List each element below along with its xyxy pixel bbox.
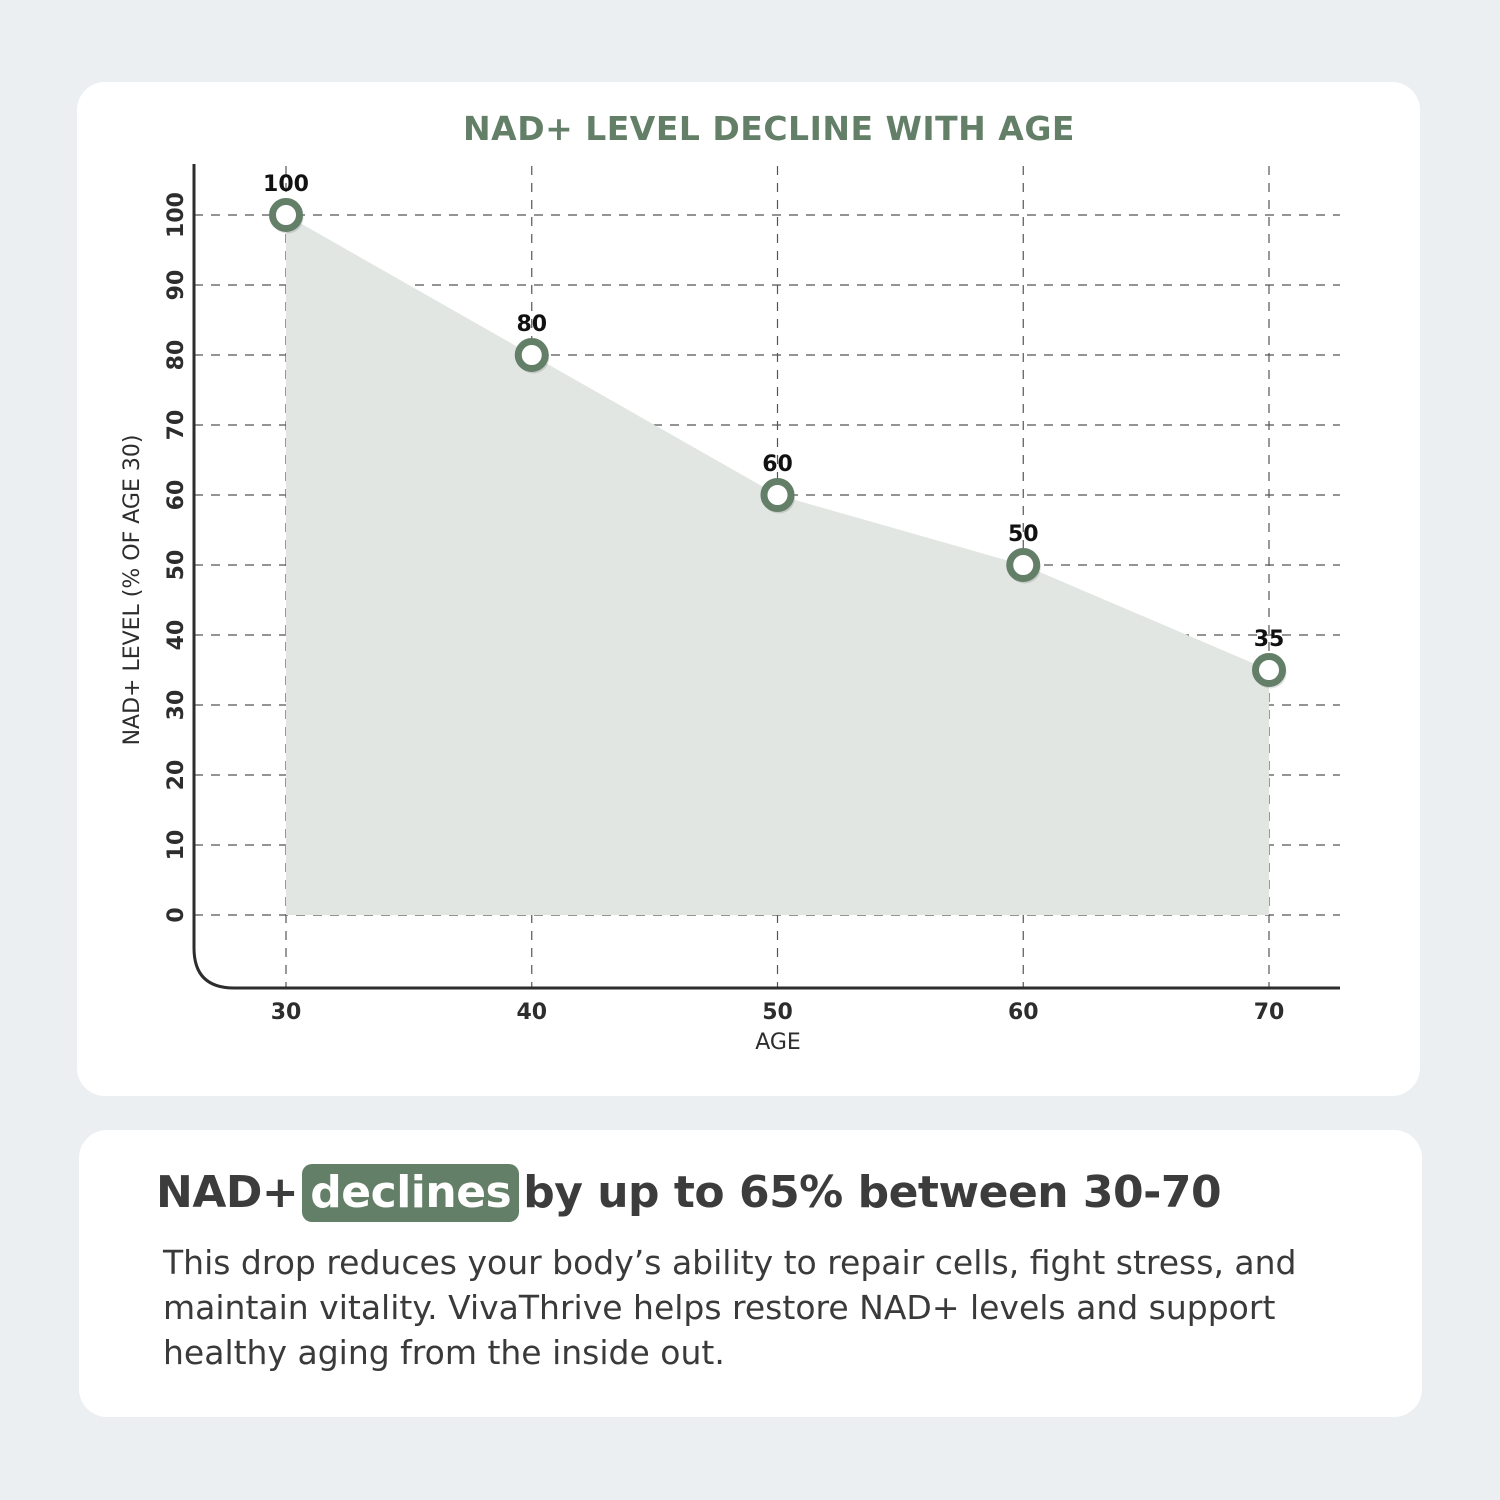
y-tick-label-20: 20: [164, 760, 189, 791]
data-point-40: [514, 338, 549, 372]
data-point-60: [1006, 548, 1041, 582]
y-tick-label-60: 60: [164, 480, 189, 511]
headline-highlight: declines: [302, 1164, 520, 1222]
headline-prefix: NAD+: [156, 1167, 299, 1218]
x-tick-label-40: 40: [516, 1000, 547, 1025]
x-tick-label-60: 60: [1008, 1000, 1039, 1025]
y-axis-label: NAD+ LEVEL (% OF AGE 30): [120, 435, 145, 746]
y-tick-label-10: 10: [164, 830, 189, 861]
data-point-30: [269, 198, 303, 232]
x-tick-label-30: 30: [271, 1000, 302, 1025]
area-fill: [286, 215, 1269, 915]
headline: NAD+ declines by up to 65% between 30-70: [156, 1160, 1222, 1226]
chart-title: NAD+ LEVEL DECLINE WITH AGE: [463, 109, 1075, 148]
data-point-50: [760, 478, 795, 512]
data-label-50: 60: [762, 452, 793, 477]
y-tick-label-70: 70: [164, 410, 189, 441]
y-tick-label-90: 90: [164, 270, 189, 301]
nad-chart: NAD+ LEVEL DECLINE WITH AGE NAD+ LEVEL (…: [120, 109, 1340, 1055]
axis-lines: [192, 164, 1340, 990]
y-tick-label-40: 40: [164, 620, 189, 651]
x-axis-label: AGE: [755, 1030, 801, 1055]
y-tick-label-80: 80: [164, 340, 189, 371]
y-tick-label-0: 0: [164, 907, 189, 922]
data-label-70: 35: [1254, 627, 1285, 652]
data-label-60: 50: [1008, 522, 1039, 547]
y-tick-label-50: 50: [164, 550, 189, 581]
x-tick-label-70: 70: [1254, 1000, 1285, 1025]
y-tick-label-30: 30: [164, 690, 189, 721]
chart-card: NAD+ LEVEL DECLINE WITH AGE NAD+ LEVEL (…: [77, 82, 1420, 1096]
headline-suffix: by up to 65% between 30-70: [523, 1167, 1222, 1218]
info-card: NAD+ declines by up to 65% between 30-70 T…: [79, 1130, 1422, 1417]
y-tick-label-100: 100: [164, 192, 189, 238]
x-tick-label-50: 50: [762, 1000, 793, 1025]
body-text: This drop reduces your body’s ability to…: [163, 1243, 1297, 1372]
data-label-40: 80: [516, 312, 547, 337]
data-label-30: 100: [263, 172, 309, 197]
data-point-70: [1252, 653, 1286, 687]
